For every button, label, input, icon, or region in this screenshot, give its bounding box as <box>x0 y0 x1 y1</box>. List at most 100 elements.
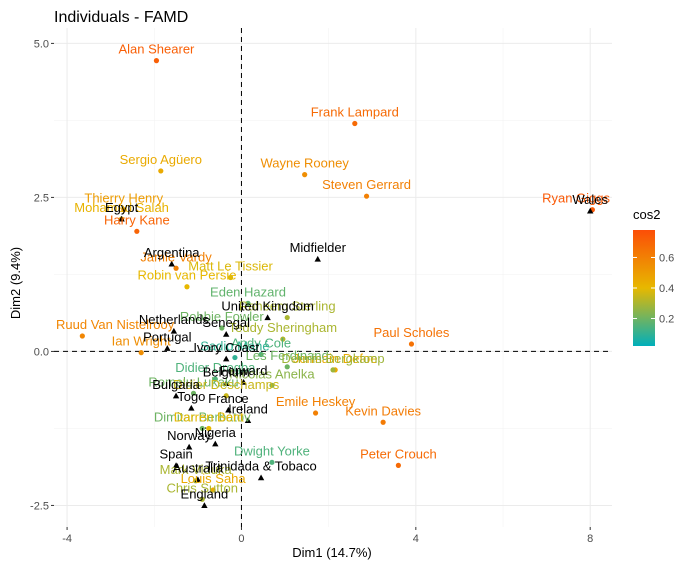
x-tick-label: -4 <box>62 533 72 545</box>
individual-label: Emile Heskey <box>276 394 356 409</box>
supplementary-label: France <box>208 391 248 406</box>
individual-label: Dwight Yorke <box>234 443 310 458</box>
y-tick-label: -2.5 <box>30 500 49 512</box>
individual-label: Kevin Davies <box>345 403 421 418</box>
individual-point <box>190 390 197 396</box>
data-labels: Alan Shearer Frank Lampard Wayne Rooney Ste… <box>56 42 610 502</box>
individual-point <box>121 207 127 213</box>
individual-point <box>210 487 216 493</box>
y-tick-label: 0.0 <box>34 346 49 358</box>
individual-point <box>223 393 229 399</box>
supplementary-label: Togo <box>177 389 205 404</box>
supplementary-label: Bulgaria <box>152 377 200 392</box>
individual-point <box>269 382 275 388</box>
supplementary-label: Belgium <box>203 364 250 379</box>
supplementary-label: England <box>181 486 229 501</box>
supplementary-point <box>314 255 321 262</box>
supplementary-label: Portugal <box>143 329 192 344</box>
supplementary-label: Netherlands <box>139 312 210 327</box>
y-axis-title: Dim2 (9.4%) <box>8 247 23 319</box>
individual-point <box>184 284 190 290</box>
individual-label: Sadio Mané <box>200 339 269 354</box>
individual-label: Ian Wright <box>112 334 171 349</box>
supplementary-label: Ivory Coast <box>193 340 259 355</box>
legend-tick-label: 0.6 <box>659 252 674 264</box>
x-tick-label: 0 <box>238 533 244 545</box>
individual-point <box>352 120 358 127</box>
supplementary-point <box>264 314 271 321</box>
individual-label: Eden Hazard <box>210 284 286 299</box>
individual-label: Jermain Defoe <box>293 351 378 366</box>
individual-point <box>395 462 401 468</box>
legend-color-bar <box>633 230 655 346</box>
individual-point <box>173 265 179 271</box>
individual-label: Robbie Fowler <box>180 309 264 324</box>
individual-label: Mark Viduka <box>160 462 233 477</box>
individual-label: Dennis Bergkamp <box>281 351 384 366</box>
supplementary-point <box>225 406 232 413</box>
supplementary-point <box>257 474 265 481</box>
individual-label: Didier Deschamps <box>173 377 280 392</box>
legend: cos2 0.2 0.4 0.6 <box>633 207 674 346</box>
individual-point <box>79 333 85 339</box>
y-tick-label: 5.0 <box>34 38 49 50</box>
supplementary-label: Egypt <box>105 200 139 215</box>
individual-point <box>408 341 415 347</box>
supplementary-label: Norway <box>167 428 212 443</box>
individual-label: Wayne Rooney <box>260 156 349 171</box>
supplementary-point <box>222 330 230 337</box>
individual-label: Andy Cole <box>231 336 291 351</box>
supplementary-point <box>172 392 180 399</box>
supplementary-point <box>222 355 230 362</box>
supplementary-point <box>170 327 178 334</box>
supplementary-point <box>172 462 180 468</box>
individual-label: Darren Bent <box>174 409 244 424</box>
supplementary-point <box>185 443 193 450</box>
supplementary-label: Argentina <box>144 245 200 260</box>
individual-point <box>212 376 218 382</box>
individual-label: Ruud Van Nistelrooy <box>56 317 175 332</box>
individual-label: Les Ferdinand <box>246 348 329 363</box>
supplementary-label: Forward <box>220 363 268 378</box>
individual-point <box>302 172 308 178</box>
supplementary-point <box>212 440 219 447</box>
supplementary-label: Spain <box>159 446 192 461</box>
legend-title: cos2 <box>633 207 660 222</box>
supplementary-point <box>201 502 208 508</box>
individual-point <box>206 425 212 432</box>
supplementary-point <box>168 260 175 267</box>
individual-point <box>269 459 275 465</box>
individual-label: Paul Scholes <box>374 325 450 340</box>
legend-tick-label: 0.4 <box>659 283 674 295</box>
supplementary-label: Senegal <box>202 315 250 330</box>
individual-point <box>199 496 205 502</box>
supplementary-label: Trinidada & Tobaco <box>205 459 316 474</box>
individual-point <box>284 314 290 321</box>
individual-point <box>158 168 164 174</box>
supplementary-point <box>164 345 171 351</box>
individual-label: Teddy Sheringham <box>229 320 337 335</box>
individual-point <box>284 364 290 370</box>
individual-label: Chris Sutton <box>166 480 238 495</box>
supplementary-label: Wales <box>572 192 608 207</box>
supplementary-label: United Kingdom <box>221 299 314 314</box>
supplementary-point <box>118 215 125 222</box>
individual-label: Matt Le Tissier <box>188 259 273 274</box>
supplementary-label: Nigeria <box>195 425 237 440</box>
individual-point <box>219 325 225 331</box>
individual-label: Raheem Sterling <box>239 299 336 314</box>
supplementary-label: Australia <box>173 461 224 476</box>
individual-label: Sergio Agüero <box>120 152 202 167</box>
individual-label: Steven Gerrard <box>322 177 411 192</box>
reference-lines <box>54 28 612 527</box>
individual-point <box>380 419 386 425</box>
individual-point <box>134 228 140 234</box>
supplementary-label: Midfielder <box>290 240 347 255</box>
individual-point <box>138 350 144 356</box>
individual-label: Didier Drogba <box>175 360 256 375</box>
individual-point <box>227 274 234 281</box>
legend-tick-label: 0.2 <box>659 314 674 326</box>
y-tick-label: 2.5 <box>34 192 49 204</box>
